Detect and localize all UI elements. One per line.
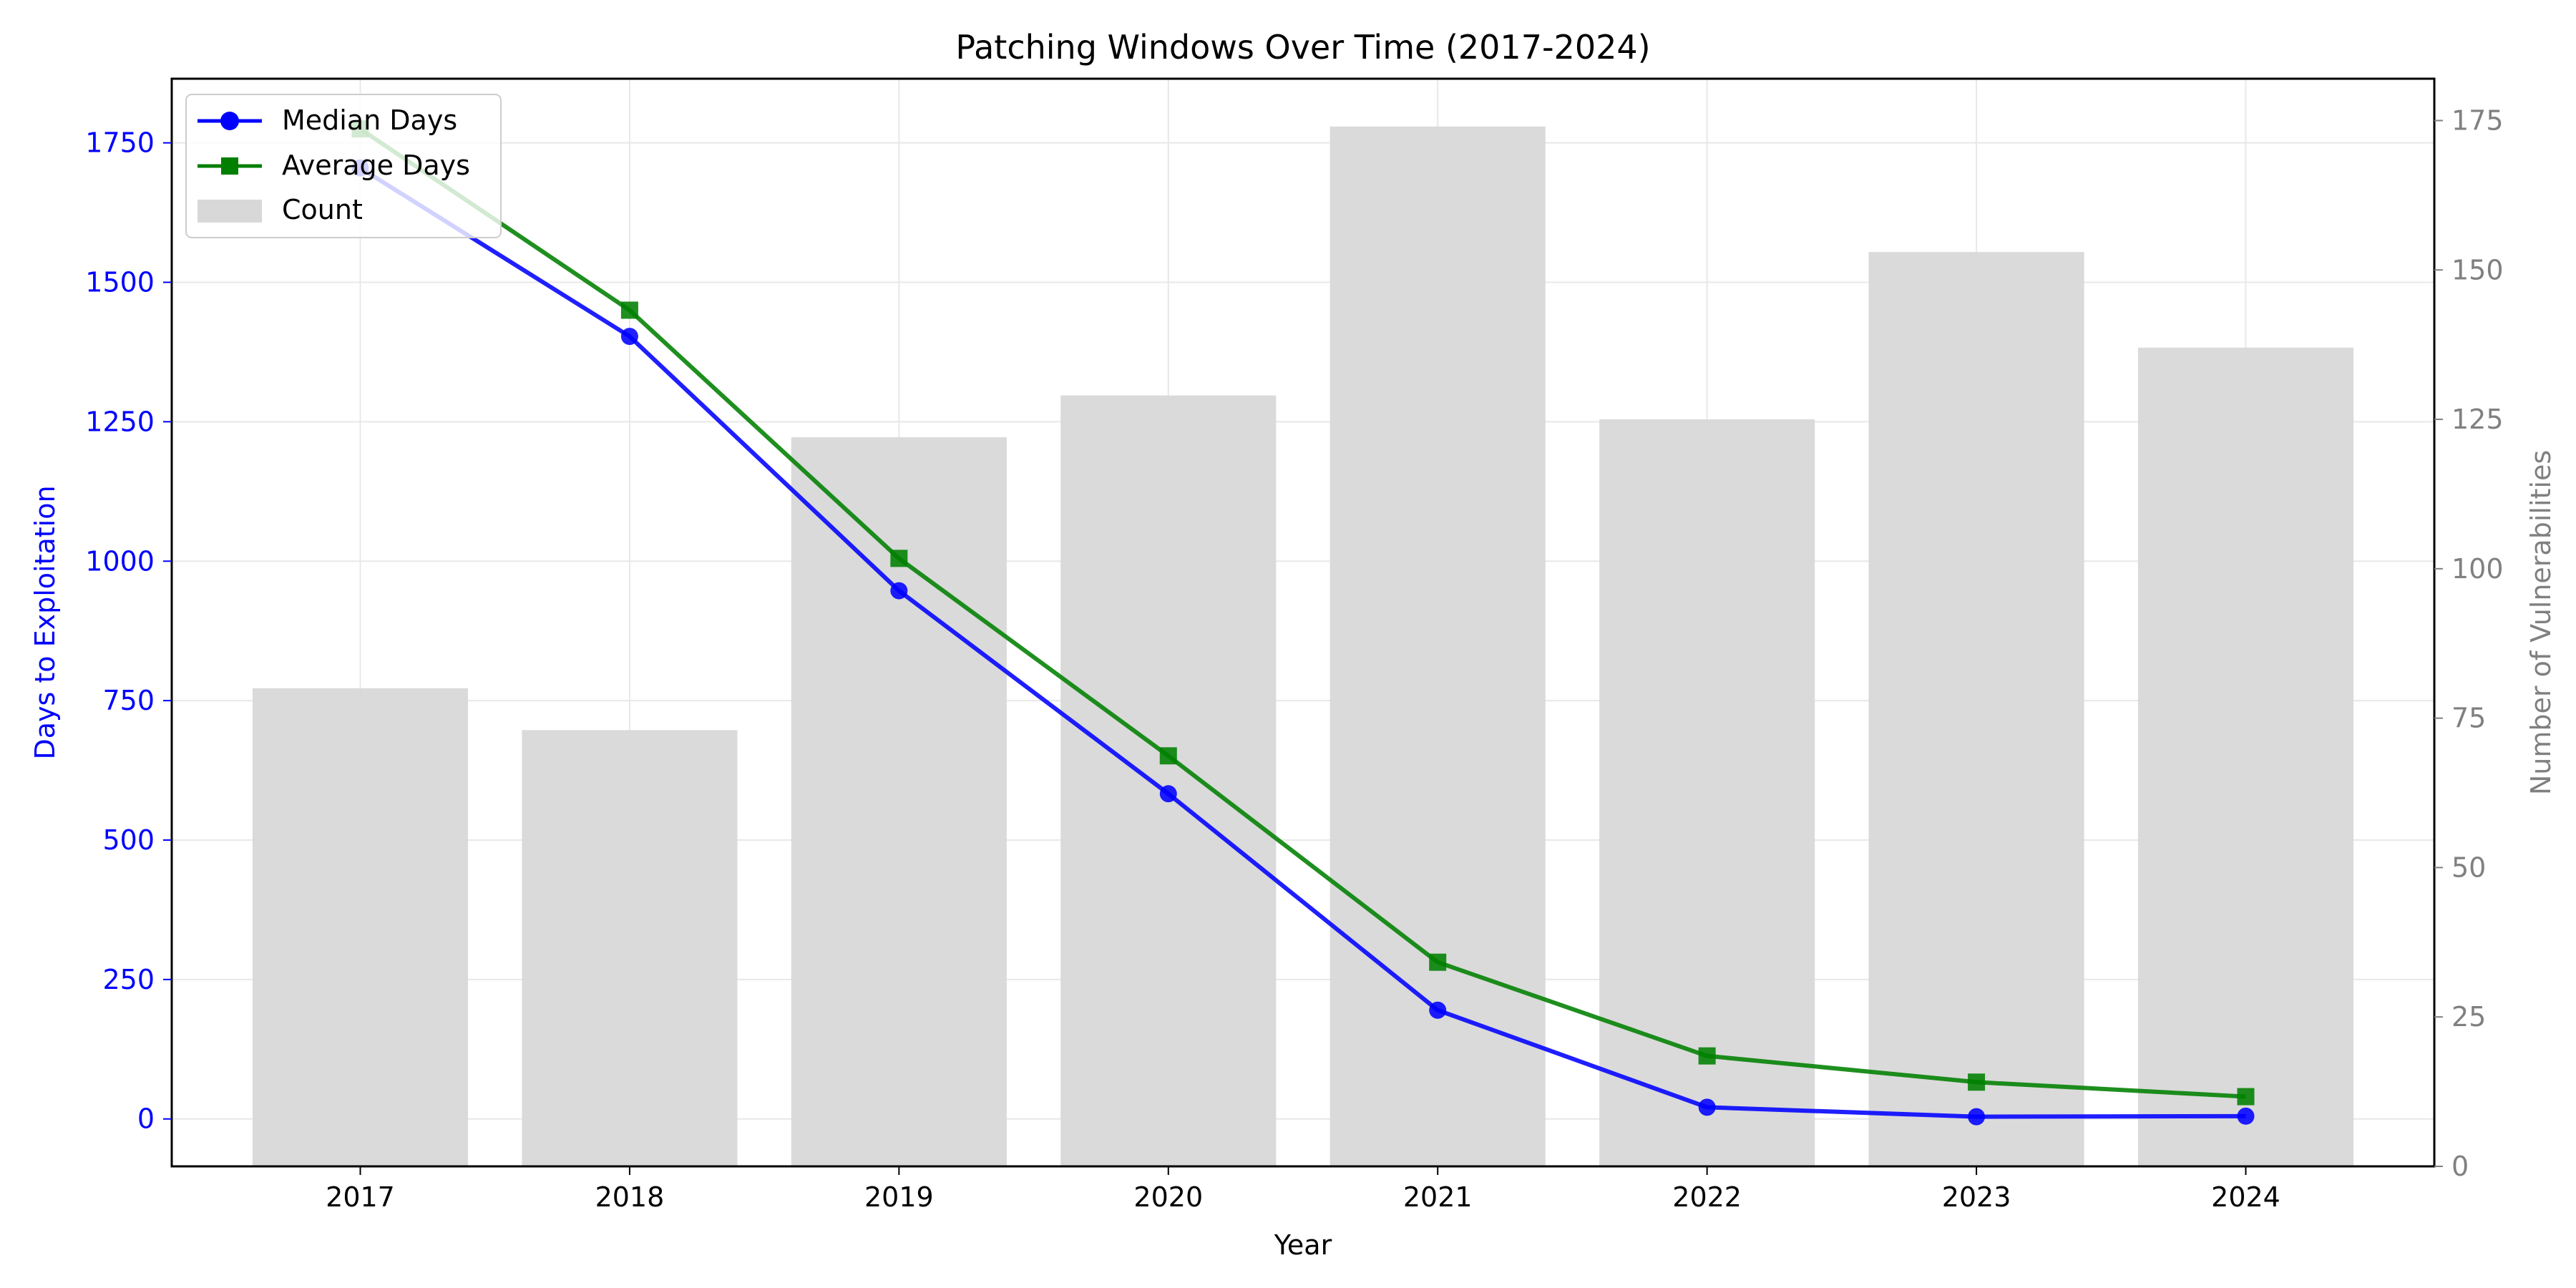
y-left-tick-label: 1250 bbox=[85, 406, 155, 437]
x-tick-label: 2023 bbox=[1942, 1181, 2011, 1213]
average-days-point bbox=[1698, 1047, 1716, 1065]
median-days-point bbox=[620, 328, 638, 346]
median-days-point bbox=[2237, 1107, 2255, 1125]
count-bar bbox=[1330, 126, 1546, 1166]
legend-count-swatch-icon bbox=[197, 200, 262, 223]
y-right-tick-label: 0 bbox=[2451, 1151, 2469, 1182]
legend: Median Days Average Days Count bbox=[185, 94, 502, 238]
x-axis-label: Year bbox=[1274, 1229, 1332, 1261]
median-days-point bbox=[1968, 1108, 1986, 1126]
labels-layer: 2017 2018 2019 2020 2021 2022 2023 202402505007… bbox=[85, 104, 2503, 1213]
x-tick-label: 2024 bbox=[2211, 1181, 2280, 1213]
count-bar bbox=[2137, 347, 2354, 1166]
legend-item-average: Average Days bbox=[197, 150, 470, 181]
y-right-tick-label: 100 bbox=[2451, 553, 2504, 585]
legend-median-label: Median Days bbox=[282, 104, 457, 136]
x-tick-label: 2020 bbox=[1133, 1181, 1203, 1213]
x-tick-label: 2017 bbox=[326, 1181, 395, 1213]
y-left-tick-label: 1750 bbox=[85, 127, 155, 159]
average-days-point bbox=[620, 301, 638, 319]
count-bar bbox=[1599, 419, 1815, 1166]
average-days-point bbox=[2237, 1088, 2255, 1106]
y-right-tick-label: 50 bbox=[2451, 852, 2486, 883]
average-days-line bbox=[358, 127, 2246, 1099]
x-tick-label: 2018 bbox=[595, 1181, 665, 1213]
average-days-point bbox=[1968, 1073, 1986, 1091]
y-right-tick-label: 125 bbox=[2451, 404, 2504, 435]
y-right-tick-label: 25 bbox=[2451, 1001, 2486, 1033]
chart-title: Patching Windows Over Time (2017-2024) bbox=[955, 28, 1650, 67]
median-days-point bbox=[1159, 785, 1177, 803]
y-left-tick-label: 750 bbox=[102, 685, 155, 716]
axes-layer bbox=[163, 77, 2443, 1175]
legend-average-marker-icon bbox=[221, 157, 238, 175]
x-tick-label: 2022 bbox=[1672, 1181, 1742, 1213]
count-bar bbox=[252, 688, 469, 1166]
plot-frame bbox=[170, 77, 2436, 1168]
y-axis-left-label: Days to Exploitation bbox=[29, 485, 61, 759]
y-right-tick-label: 150 bbox=[2451, 254, 2504, 286]
median-days-line bbox=[358, 166, 2246, 1119]
y-left-tick-label: 0 bbox=[137, 1103, 155, 1135]
average-days-point bbox=[1429, 953, 1447, 971]
x-tick-label: 2019 bbox=[864, 1181, 934, 1213]
legend-item-median: Median Days bbox=[197, 104, 457, 136]
y-left-tick-label: 1000 bbox=[85, 545, 155, 577]
count-bar bbox=[1868, 252, 2084, 1167]
x-tick-label: 2021 bbox=[1403, 1181, 1473, 1213]
y-right-tick-label: 175 bbox=[2451, 104, 2504, 136]
legend-item-count: Count bbox=[197, 194, 363, 225]
legend-average-label: Average Days bbox=[282, 150, 470, 181]
y-left-tick-label: 500 bbox=[102, 824, 155, 856]
y-left-tick-label: 1500 bbox=[85, 267, 155, 298]
count-bar bbox=[791, 437, 1007, 1166]
median-days-point bbox=[1698, 1098, 1716, 1116]
legend-count-label: Count bbox=[282, 194, 363, 225]
median-days-point bbox=[1429, 1001, 1447, 1019]
count-bar bbox=[1060, 395, 1277, 1166]
average-days-point bbox=[890, 550, 908, 567]
y-left-tick-label: 250 bbox=[102, 964, 155, 995]
average-days-point bbox=[1159, 747, 1177, 765]
legend-median-marker-icon bbox=[220, 112, 239, 130]
count-bar bbox=[522, 730, 738, 1166]
median-days-point bbox=[890, 582, 908, 600]
y-axis-right-label: Number of Vulnerabilities bbox=[2525, 450, 2557, 795]
y-right-tick-label: 75 bbox=[2451, 703, 2486, 734]
legend-frame bbox=[185, 94, 502, 238]
